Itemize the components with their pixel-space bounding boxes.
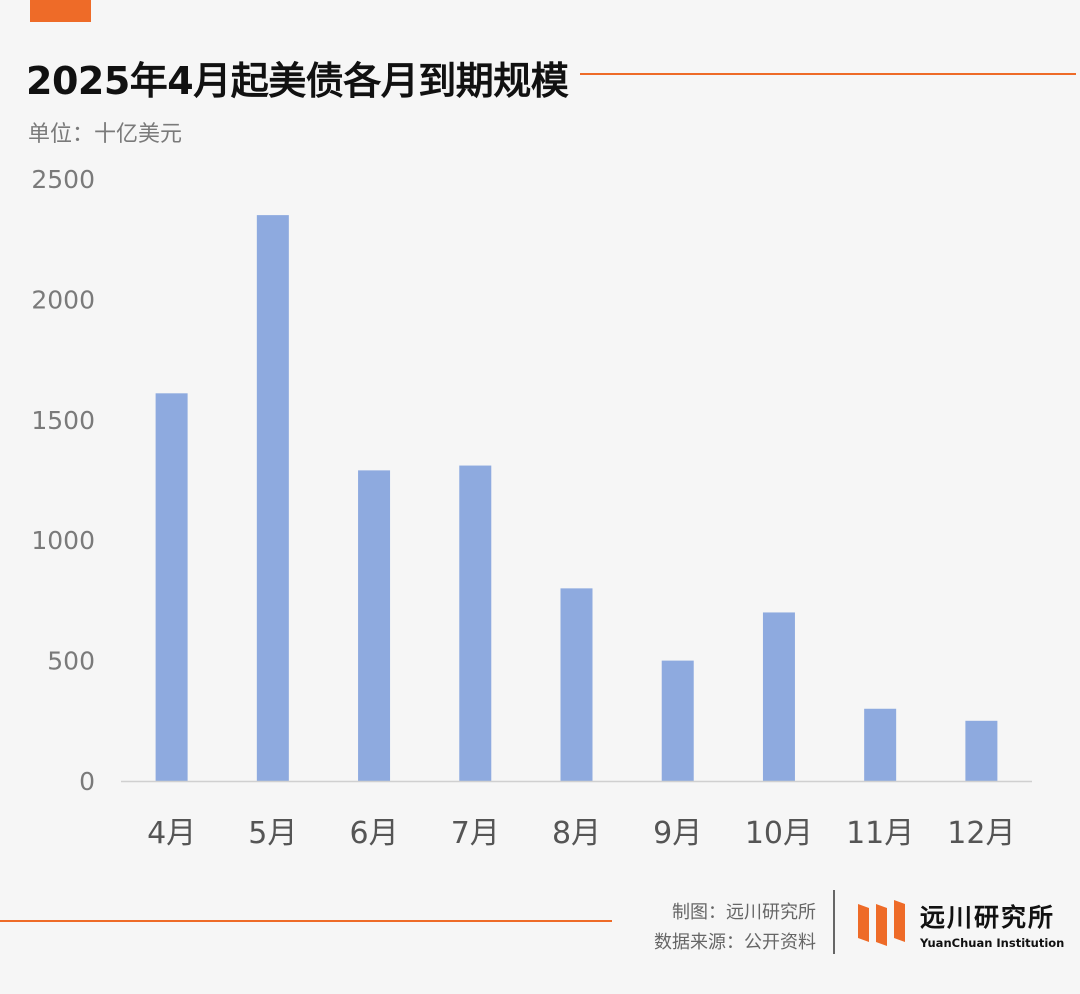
x-tick-label: 4月 bbox=[147, 816, 196, 851]
x-tick-label: 9月 bbox=[653, 816, 702, 851]
bar bbox=[762, 612, 795, 781]
logo-name: 远川研究所 bbox=[920, 903, 1056, 932]
credit-chart: 制图：远川研究所 bbox=[672, 902, 816, 923]
y-tick-label: 1500 bbox=[31, 406, 95, 435]
credit-source: 数据来源：公开资料 bbox=[654, 932, 816, 953]
title-rule bbox=[580, 73, 1076, 75]
x-tick-label: 8月 bbox=[552, 816, 601, 851]
bar bbox=[358, 470, 391, 781]
y-tick-label: 0 bbox=[79, 767, 95, 796]
x-tick-label: 11月 bbox=[846, 816, 914, 851]
x-tick-label: 7月 bbox=[451, 816, 500, 851]
logo-name-en: YuanChuan Institution bbox=[920, 936, 1065, 950]
bar bbox=[256, 215, 289, 781]
bar bbox=[661, 660, 694, 781]
x-tick-label: 10月 bbox=[745, 816, 813, 851]
logo-mark bbox=[858, 900, 905, 946]
bar bbox=[459, 465, 492, 781]
footer-rule bbox=[0, 920, 612, 922]
y-tick-label: 2000 bbox=[31, 285, 95, 314]
x-tick-label: 12月 bbox=[947, 816, 1015, 851]
logo-text: 远川研究所 YuanChuan Institution bbox=[920, 898, 1064, 950]
y-tick-label: 2500 bbox=[31, 165, 95, 194]
bar bbox=[965, 720, 998, 781]
x-tick-label: 6月 bbox=[350, 816, 399, 851]
bar bbox=[560, 588, 593, 781]
bar bbox=[155, 393, 188, 781]
unit-label: 单位：十亿美元 bbox=[28, 122, 183, 147]
y-tick-label: 500 bbox=[47, 647, 95, 676]
bar-chart: 0 500 1000 1500 2000 2500 4月 5月 6月 7月 8月 9月 10月 11月 12… bbox=[31, 165, 1032, 851]
x-tick-label: 5月 bbox=[248, 816, 297, 851]
footer-divider bbox=[833, 890, 835, 954]
top-accent-bar bbox=[30, 0, 91, 22]
chart-title: 2025年4月起美债各月到期规模 bbox=[26, 59, 569, 103]
bar bbox=[864, 708, 897, 781]
y-tick-label: 1000 bbox=[31, 526, 95, 555]
